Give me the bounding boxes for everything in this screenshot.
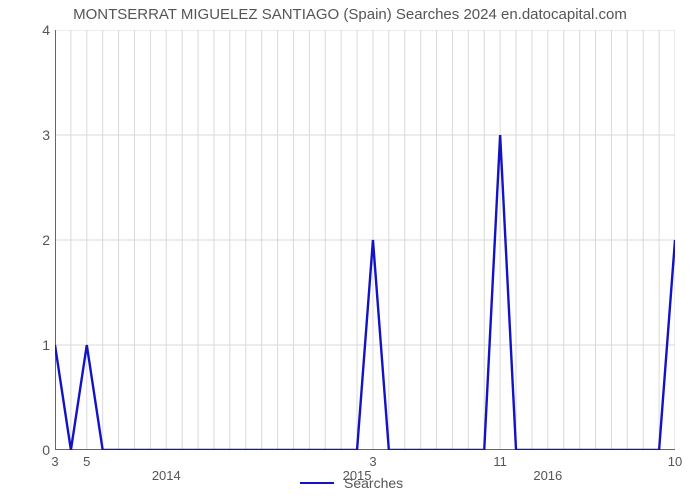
legend-label: Searches: [344, 475, 403, 491]
xtick-point-label: 3: [369, 454, 376, 469]
xtick-point-label: 3: [51, 454, 58, 469]
legend-swatch: [300, 482, 334, 484]
xtick-point-label: 10: [668, 454, 682, 469]
chart-title: MONTSERRAT MIGUELEZ SANTIAGO (Spain) Sea…: [0, 6, 700, 23]
ytick-label: 1: [10, 337, 50, 353]
ytick-label: 0: [10, 442, 50, 458]
ytick-label: 4: [10, 22, 50, 38]
legend: Searches: [300, 475, 403, 491]
xtick-year-label: 2014: [152, 468, 181, 483]
xtick-point-label: 5: [83, 454, 90, 469]
ytick-label: 3: [10, 127, 50, 143]
chart-svg: [55, 30, 675, 450]
plot-area: [55, 30, 675, 450]
xtick-year-label: 2016: [533, 468, 562, 483]
ytick-label: 2: [10, 232, 50, 248]
xtick-point-label: 11: [493, 454, 507, 469]
